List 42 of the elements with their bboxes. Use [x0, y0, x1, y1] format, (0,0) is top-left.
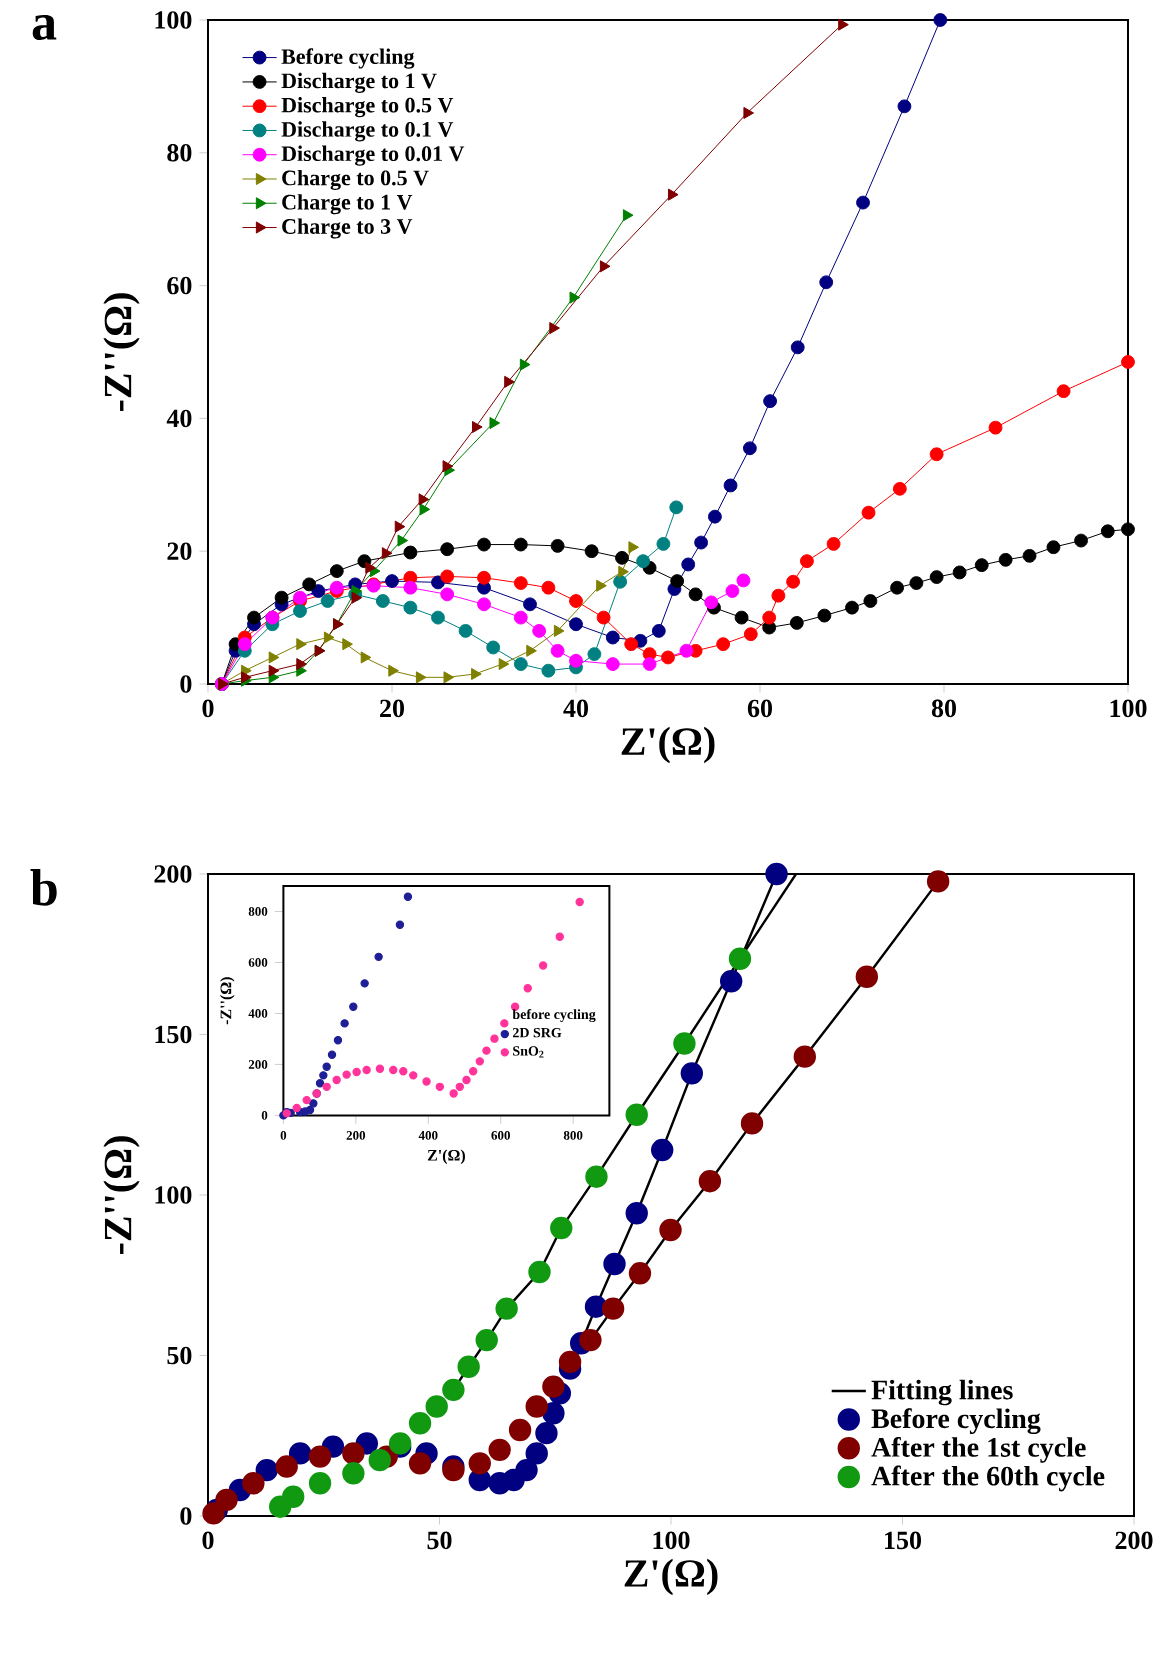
y-tick-label: 60 [167, 276, 192, 295]
x-tick-label: 150 [885, 1531, 921, 1550]
x-tick-label: 60 [747, 699, 772, 718]
legend-label: After the 60th cycle [871, 1465, 1105, 1492]
x-tick-label: 0 [202, 699, 214, 718]
chart-title: b [30, 869, 57, 906]
x-tick-label: 50 [427, 1531, 452, 1550]
y-tick-label: 80 [167, 144, 192, 162]
legend-label: Before cycling [871, 1408, 1041, 1435]
y-axis-title: -Z''(Ω) [103, 293, 140, 411]
x-tick-label: 40 [563, 699, 589, 718]
legend-label: Charge to 3 V [282, 218, 413, 239]
y-tick-label: 100 [155, 11, 192, 29]
y-tick-label: 50 [167, 1346, 192, 1365]
legend-label: Charge to 1 V [282, 194, 413, 215]
legend-label: Discharge to 0.1 V [281, 121, 454, 142]
x-tick-label: 80 [931, 699, 956, 718]
y-tick-label: 200 [154, 865, 192, 883]
legend-label: Charge to 0.5 V [282, 169, 429, 190]
legend-label: Discharge to 0.01 V [281, 145, 465, 166]
x-tick-label: 100 [653, 1531, 690, 1550]
y-tick-label: 100 [155, 1186, 192, 1204]
y-axis-title: -Z''(Ω) [220, 977, 235, 1025]
chart-title: a [32, 15, 57, 40]
x-tick-label: 200 [1115, 1531, 1153, 1550]
x-axis-title: Z'(Ω) [621, 726, 715, 764]
legend-label: Before cycling [281, 48, 415, 69]
x-tick-label: 100 [1110, 699, 1147, 718]
y-tick-label: 40 [166, 409, 192, 428]
y-axis-title: -Z''(Ω) [103, 1136, 140, 1254]
legend-label: Discharge to 0.5 V [281, 97, 454, 118]
y-tick-label: 20 [167, 542, 192, 560]
y-tick-label: 0 [180, 675, 192, 693]
legend-label: After the 1st cycle [871, 1436, 1086, 1463]
legend-label: Discharge to 1 V [281, 72, 437, 93]
x-axis-title: Z'(Ω) [427, 1149, 465, 1165]
legend-label: Fitting lines [871, 1379, 1013, 1406]
x-axis-title: Z'(Ω) [624, 1558, 718, 1596]
y-tick-label: 0 [180, 1507, 192, 1525]
y-tick-label: 150 [155, 1025, 192, 1044]
x-tick-label: 20 [380, 699, 405, 718]
x-tick-label: 0 [202, 1531, 214, 1550]
